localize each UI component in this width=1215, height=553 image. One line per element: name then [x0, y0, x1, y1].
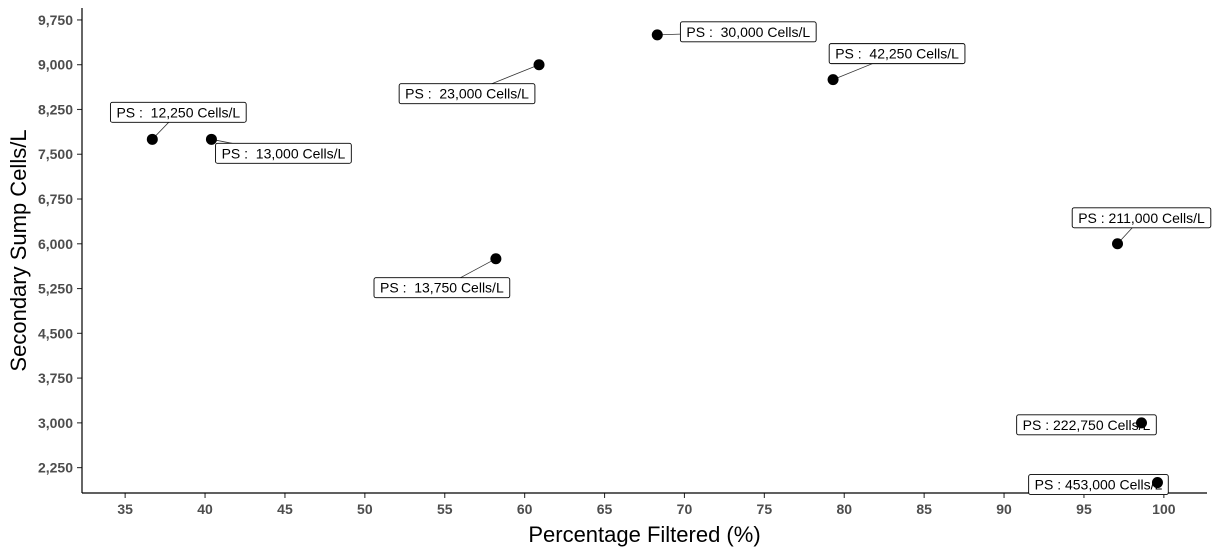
- x-axis-title: Percentage Filtered (%): [528, 522, 760, 547]
- x-tick-label: 85: [916, 501, 932, 517]
- point-label-text: PS : 13,000 Cells/L: [222, 145, 346, 161]
- x-tick-label: 75: [757, 501, 773, 517]
- x-axis-ticks: 35 40 45 50 55 60 65 70 75 80 85 90 95 100: [117, 493, 1176, 517]
- point-label: PS : 12,250 Cells/L: [109, 101, 247, 140]
- data-points: [146, 29, 1163, 489]
- label-box: [215, 142, 352, 164]
- point-label: PS : 211,000 Cells/L: [1071, 207, 1212, 245]
- y-axis-title: Secondary Sump Cells/L: [6, 129, 31, 371]
- y-tick-label: 9,000: [38, 57, 73, 73]
- y-tick-label: 3,000: [38, 415, 73, 431]
- y-axis-ticks: 2,250 3,000 3,750 4,500 5,250 6,000 6,750 7,500…: [38, 12, 82, 476]
- data-point: [146, 133, 158, 145]
- x-tick-label: 65: [597, 501, 613, 517]
- point-label: PS : 453,000 Cells/L: [1028, 474, 1169, 496]
- point-label: PS : 23,000 Cells/L: [398, 64, 540, 105]
- data-point: [827, 74, 839, 86]
- label-box: [373, 277, 511, 299]
- point-label-text: PS : 222,750 Cells/L: [1023, 417, 1151, 433]
- point-label-text: PS : 453,000 Cells/L: [1035, 477, 1163, 493]
- y-tick-label: 2,250: [38, 460, 73, 476]
- label-box: [109, 101, 247, 123]
- y-tick-label: 8,250: [38, 101, 73, 117]
- point-annotations: PS : 12,250 Cells/L PS : 13,000 Cells/L PS…: [109, 21, 1212, 496]
- point-label: PS : 42,250 Cells/L: [828, 43, 966, 81]
- data-point: [1135, 417, 1147, 429]
- point-label-text: PS : 30,000 Cells/L: [686, 24, 810, 40]
- label-box: [398, 83, 536, 105]
- y-tick-label: 3,750: [38, 370, 73, 386]
- y-tick-label: 9,750: [38, 12, 73, 28]
- x-tick-label: 45: [277, 501, 293, 517]
- y-tick-label: 5,250: [38, 281, 73, 297]
- x-tick-label: 50: [357, 501, 373, 517]
- label-box: [1071, 207, 1212, 229]
- y-tick-label: 4,500: [38, 325, 73, 341]
- x-tick-label: 55: [437, 501, 453, 517]
- label-box: [1016, 414, 1157, 436]
- x-tick-label: 90: [996, 501, 1012, 517]
- data-point: [1151, 477, 1163, 489]
- point-label: PS : 30,000 Cells/L: [657, 21, 817, 43]
- x-tick-label: 35: [117, 501, 133, 517]
- data-point: [205, 133, 217, 145]
- label-box: [679, 21, 817, 43]
- point-label-text: PS : 211,000 Cells/L: [1078, 210, 1205, 226]
- x-tick-label: 80: [836, 501, 852, 517]
- point-label: PS : 13,000 Cells/L: [211, 138, 352, 164]
- data-point: [533, 59, 545, 71]
- x-tick-label: 70: [677, 501, 693, 517]
- point-label-text: PS : 23,000 Cells/L: [405, 86, 529, 102]
- data-point: [1112, 238, 1124, 250]
- y-tick-label: 6,000: [38, 236, 73, 252]
- label-box: [828, 43, 966, 65]
- point-label-text: PS : 12,250 Cells/L: [116, 104, 240, 120]
- point-label-text: PS : 42,250 Cells/L: [835, 46, 959, 62]
- y-tick-label: 6,750: [38, 191, 73, 207]
- data-point: [490, 253, 502, 265]
- x-tick-label: 95: [1076, 501, 1092, 517]
- y-tick-label: 7,500: [38, 146, 73, 162]
- data-point: [651, 29, 663, 41]
- x-tick-label: 40: [197, 501, 213, 517]
- point-label: PS : 13,750 Cells/L: [373, 258, 511, 299]
- label-box: [1028, 474, 1169, 496]
- x-tick-label: 60: [517, 501, 533, 517]
- point-label: PS : 222,750 Cells/L: [1016, 414, 1157, 436]
- x-tick-label: 100: [1152, 501, 1176, 517]
- point-label-text: PS : 13,750 Cells/L: [380, 280, 504, 296]
